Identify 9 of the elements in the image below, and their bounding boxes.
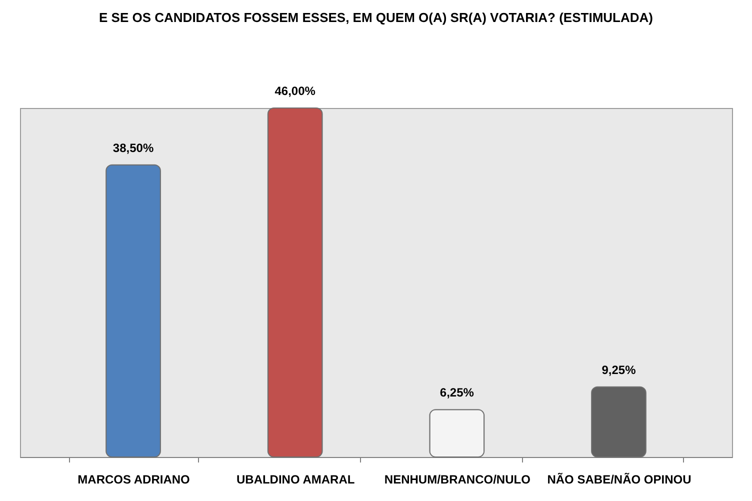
x-tick-label: UBALDINO AMARAL [236,472,355,486]
data-label: 9,25% [602,362,636,377]
x-tick-label: NENHUM/BRANCO/NULO [384,472,530,486]
data-label: 38,50% [112,140,154,155]
x-tick-label: NÃO SABE/NÃO OPINOU [547,472,692,486]
data-label: 46,00% [274,84,316,98]
chart-title: E SE OS CANDIDATOS FOSSEM ESSES, EM QUEM O(A) SR(A) VOTARIA? (ESTIMULADA) [99,10,653,25]
x-tick-label: MARCOS ADRIANO [78,472,190,486]
data-label: 6,25% [440,386,474,400]
